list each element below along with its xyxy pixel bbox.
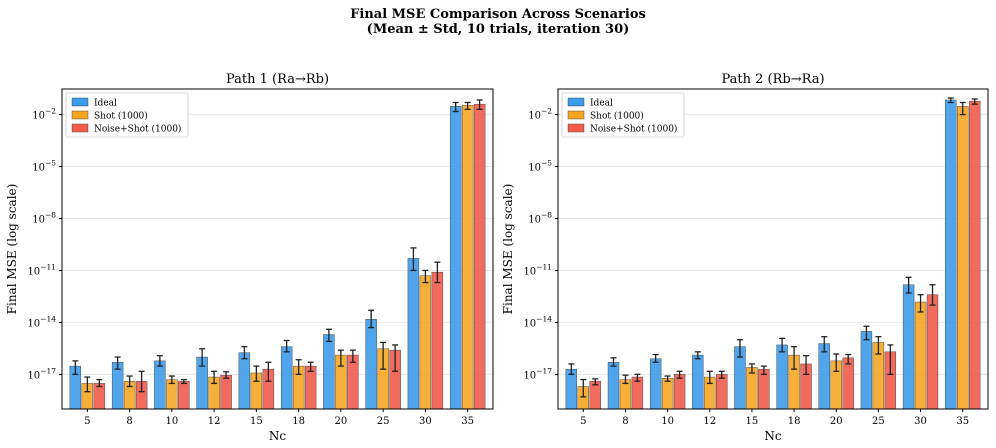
x-tick-label: 12 [208, 416, 221, 427]
bar-ideal-nc18 [776, 344, 788, 410]
bar-ideal-nc12 [692, 354, 704, 410]
x-tick-label: 35 [461, 416, 474, 427]
bar-ideal-nc10 [649, 358, 662, 410]
bar-ideal-nc25 [860, 331, 873, 410]
x-tick-label: 30 [914, 416, 927, 427]
legend-box [561, 92, 685, 138]
legend-label-noise-shot: Noise+Shot (1000) [590, 124, 677, 135]
bar-shot-nc15 [746, 367, 758, 410]
legend-swatch-ideal [567, 97, 585, 107]
x-tick-label: 20 [830, 416, 843, 427]
y-tick-label: 10−5 [32, 159, 56, 174]
bar-noise-shot-nc30 [431, 271, 444, 410]
panel-title: Path 1 (Ra→Rb) [226, 72, 329, 87]
x-tick-label: 10 [661, 416, 674, 427]
x-tick-label: 25 [872, 416, 885, 427]
x-tick-label: 12 [703, 416, 716, 427]
x-tick-label: 5 [84, 416, 90, 427]
y-tick-label: 10−2 [32, 107, 56, 122]
y-tick-label: 10−14 [523, 314, 552, 329]
bar-ideal-nc30 [407, 258, 420, 410]
legend-swatch-shot [567, 110, 585, 120]
x-tick-label: 18 [292, 416, 305, 427]
bar-noise-shot-nc20 [347, 354, 359, 410]
y-tick-label: 10−8 [528, 210, 552, 225]
bar-noise-shot-nc35 [473, 103, 486, 410]
x-tick-label: 8 [622, 416, 628, 427]
y-axis-label: Final MSE (log scale) [5, 184, 19, 315]
bar-ideal-nc5 [565, 368, 578, 410]
x-axis-label: Nc [764, 429, 782, 443]
x-tick-label: 20 [335, 416, 348, 427]
legend-swatch-noise-shot [71, 123, 89, 133]
bar-shot-nc35 [957, 106, 969, 410]
axes-frame [557, 88, 989, 410]
legend-label-noise-shot: Noise+Shot (1000) [94, 124, 181, 135]
bar-shot-nc10 [661, 378, 674, 410]
bar-noise-shot-nc18 [304, 365, 317, 410]
chart-panel-path2: 5 8 10 12 15 18 20 25 30 35 10−17 10−14 10−11 10−8 10−… [501, 72, 989, 443]
legend-box [65, 92, 189, 138]
bar-ideal-nc20 [323, 334, 335, 410]
bar-noise-shot-nc15 [758, 368, 770, 410]
bar-ideal-nc20 [818, 343, 830, 410]
bar-ideal-nc8 [607, 362, 620, 410]
legend: Ideal Shot (1000) Noise+Shot (1000) [561, 92, 685, 138]
panel-title: Path 2 (Rb→Ra) [721, 72, 824, 87]
bar-noise-shot-nc30 [926, 294, 939, 410]
bar-shot-nc30 [419, 275, 432, 410]
x-tick-label: 8 [126, 416, 132, 427]
x-tick-label: 5 [580, 416, 586, 427]
figure-title-line1: Final MSE Comparison Across Scenarios [350, 7, 646, 22]
bar-noise-shot-nc10 [178, 381, 190, 410]
bar-ideal-nc18 [280, 346, 293, 410]
bar-shot-nc35 [461, 104, 474, 410]
x-tick-label: 35 [956, 416, 969, 427]
legend-swatch-ideal [71, 97, 89, 107]
x-tick-label: 30 [419, 416, 432, 427]
y-tick-label: 10−14 [27, 314, 56, 329]
y-axis-label: Final MSE (log scale) [501, 184, 515, 315]
bar-noise-shot-nc5 [93, 383, 106, 410]
x-tick-label: 15 [250, 416, 263, 427]
y-tick-label: 10−8 [32, 210, 56, 225]
bar-ideal-nc15 [238, 352, 251, 410]
y-tick-label: 10−11 [523, 262, 552, 277]
bar-noise-shot-nc12 [220, 374, 232, 410]
chart-panel-path1: 5 8 10 12 15 18 20 25 30 35 10−17 10−14 10−11 10−8 10−… [5, 72, 494, 443]
bar-noise-shot-nc35 [968, 100, 981, 410]
bar-ideal-nc35 [449, 106, 462, 410]
bar-ideal-nc30 [902, 284, 915, 410]
x-tick-label: 25 [377, 416, 390, 427]
bar-noise-shot-nc20 [842, 357, 854, 410]
y-tick-label: 10−17 [27, 366, 56, 381]
figure-title-line2: (Mean ± Std, 10 trials, iteration 30) [367, 22, 630, 37]
bar-ideal-nc10 [154, 360, 166, 410]
bar-ideal-nc25 [365, 319, 377, 410]
legend: Ideal Shot (1000) Noise+Shot (1000) [65, 92, 189, 138]
axes-frame [61, 88, 494, 410]
legend-label-shot: Shot (1000) [590, 111, 644, 122]
legend-label-ideal: Ideal [590, 99, 613, 109]
y-tick-label: 10−17 [523, 366, 552, 381]
x-tick-label: 15 [746, 416, 759, 427]
bar-shot-nc30 [914, 301, 927, 410]
y-tick-label: 10−11 [27, 262, 56, 277]
bar-ideal-nc35 [945, 99, 957, 410]
y-tick-label: 10−2 [528, 107, 552, 122]
bar-noise-shot-nc12 [716, 374, 728, 410]
legend-label-shot: Shot (1000) [94, 111, 148, 122]
legend-swatch-shot [71, 110, 89, 120]
x-tick-label: 18 [788, 416, 801, 427]
bar-noise-shot-nc10 [673, 374, 686, 410]
x-tick-label: 10 [165, 416, 178, 427]
y-tick-label: 10−5 [528, 159, 552, 174]
legend-swatch-noise-shot [567, 123, 585, 133]
legend-label-ideal: Ideal [94, 99, 117, 109]
x-axis-label: Nc [269, 429, 287, 443]
